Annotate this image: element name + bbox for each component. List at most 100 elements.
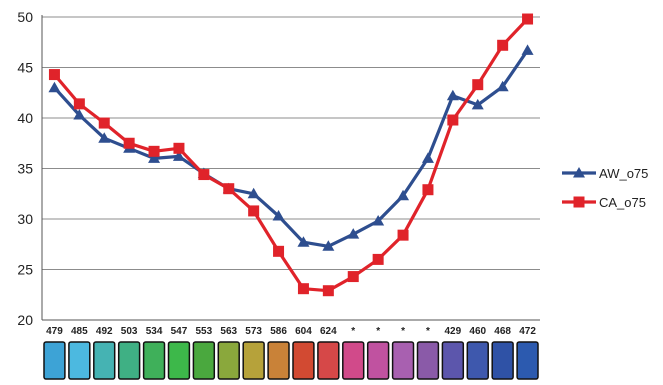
legend-label: AW_o75	[599, 166, 648, 181]
x-tick-labels: 479 485 492 503 534 547 553 563 573 586 604 624 * * * *…	[46, 326, 536, 337]
data-point	[347, 228, 360, 239]
data-point	[272, 209, 285, 221]
series-CA_o75	[48, 13, 534, 297]
x-tick-label: 472	[519, 326, 536, 337]
gridlines	[42, 16, 540, 270]
x-tick-label: 485	[71, 326, 88, 337]
data-point	[123, 137, 135, 149]
data-point	[322, 240, 335, 251]
color-swatch	[217, 341, 240, 380]
color-swatch	[68, 341, 91, 380]
legend-label: CA_o75	[599, 195, 646, 210]
color-swatch	[43, 341, 66, 380]
x-tick-label: 479	[46, 326, 63, 337]
data-point	[273, 245, 285, 257]
data-point	[173, 142, 185, 154]
data-point	[297, 283, 309, 295]
data-point	[421, 152, 434, 163]
color-swatch-strip	[43, 341, 539, 380]
color-swatch	[366, 341, 390, 380]
data-point	[73, 108, 86, 120]
data-point	[148, 145, 160, 157]
color-swatch	[516, 341, 539, 380]
axes	[41, 15, 540, 321]
data-point	[447, 114, 459, 126]
color-swatch	[242, 341, 265, 380]
color-swatch	[317, 341, 340, 380]
y-tick-label: 20	[17, 312, 33, 328]
y-tick-label: 25	[17, 262, 33, 278]
x-tick-label: 604	[295, 326, 312, 337]
x-tick-label: 492	[96, 326, 113, 337]
color-swatch	[117, 341, 141, 380]
color-swatch	[342, 341, 365, 380]
legend-item: AW_o75	[562, 166, 648, 181]
data-point	[98, 132, 111, 143]
x-tick-label: 503	[121, 326, 138, 337]
color-swatch	[93, 341, 116, 380]
data-point	[198, 169, 210, 181]
data-point	[148, 152, 161, 163]
x-tick-label: 553	[196, 326, 213, 337]
y-tick-label: 30	[17, 211, 33, 227]
data-point	[397, 189, 410, 201]
data-point	[223, 183, 235, 195]
data-point	[248, 205, 260, 217]
color-swatch	[142, 341, 166, 380]
y-tick-labels: 20 25 30 35 40 45 50	[17, 9, 33, 328]
x-tick-label: *	[351, 326, 355, 337]
color-swatch	[267, 341, 290, 380]
data-point	[372, 215, 385, 226]
y-tick-label: 45	[17, 60, 33, 76]
data-point	[496, 80, 509, 92]
x-tick-label: 624	[320, 326, 337, 337]
data-point	[73, 98, 85, 110]
data-point	[98, 117, 110, 129]
data-point	[521, 44, 534, 55]
legend-marker	[573, 167, 585, 178]
x-tick-label: 429	[445, 326, 462, 337]
color-swatch	[441, 341, 465, 380]
series-line	[53, 17, 529, 293]
data-point	[48, 69, 60, 81]
data-point	[471, 98, 484, 110]
y-tick-label: 50	[17, 9, 33, 25]
color-swatch	[491, 341, 514, 380]
x-tick-label: 460	[469, 326, 486, 337]
data-point	[322, 285, 334, 297]
color-swatch	[466, 341, 489, 380]
data-point	[48, 81, 61, 93]
x-tick-label: *	[376, 326, 380, 337]
data-point	[497, 39, 509, 51]
data-point	[446, 89, 459, 101]
x-tick-label: 547	[171, 326, 188, 337]
color-swatch	[292, 341, 315, 380]
x-tick-label: 468	[494, 326, 511, 337]
data-point	[247, 187, 260, 199]
color-swatch	[416, 341, 440, 380]
color-swatch	[167, 341, 191, 380]
data-point	[397, 229, 409, 241]
data-point	[347, 271, 359, 283]
legend: AW_o75 CA_o75	[562, 166, 648, 210]
x-tick-label: 573	[245, 326, 262, 337]
x-tick-label: *	[426, 326, 430, 337]
x-tick-label: 586	[270, 326, 287, 337]
color-swatch	[192, 341, 216, 380]
data-point	[522, 13, 534, 25]
series-lines	[48, 13, 534, 297]
data-point	[297, 236, 310, 247]
x-tick-label: 563	[220, 326, 237, 337]
data-point	[172, 150, 185, 161]
legend-marker	[573, 196, 585, 208]
data-point	[422, 184, 434, 196]
data-point	[472, 79, 484, 91]
color-swatch	[391, 341, 415, 380]
y-tick-label: 35	[17, 161, 33, 177]
data-point	[372, 253, 384, 265]
legend-item: CA_o75	[562, 195, 646, 210]
x-tick-label: 534	[146, 326, 163, 337]
series-AW_o75	[48, 44, 534, 251]
x-tick-label: *	[401, 326, 405, 337]
